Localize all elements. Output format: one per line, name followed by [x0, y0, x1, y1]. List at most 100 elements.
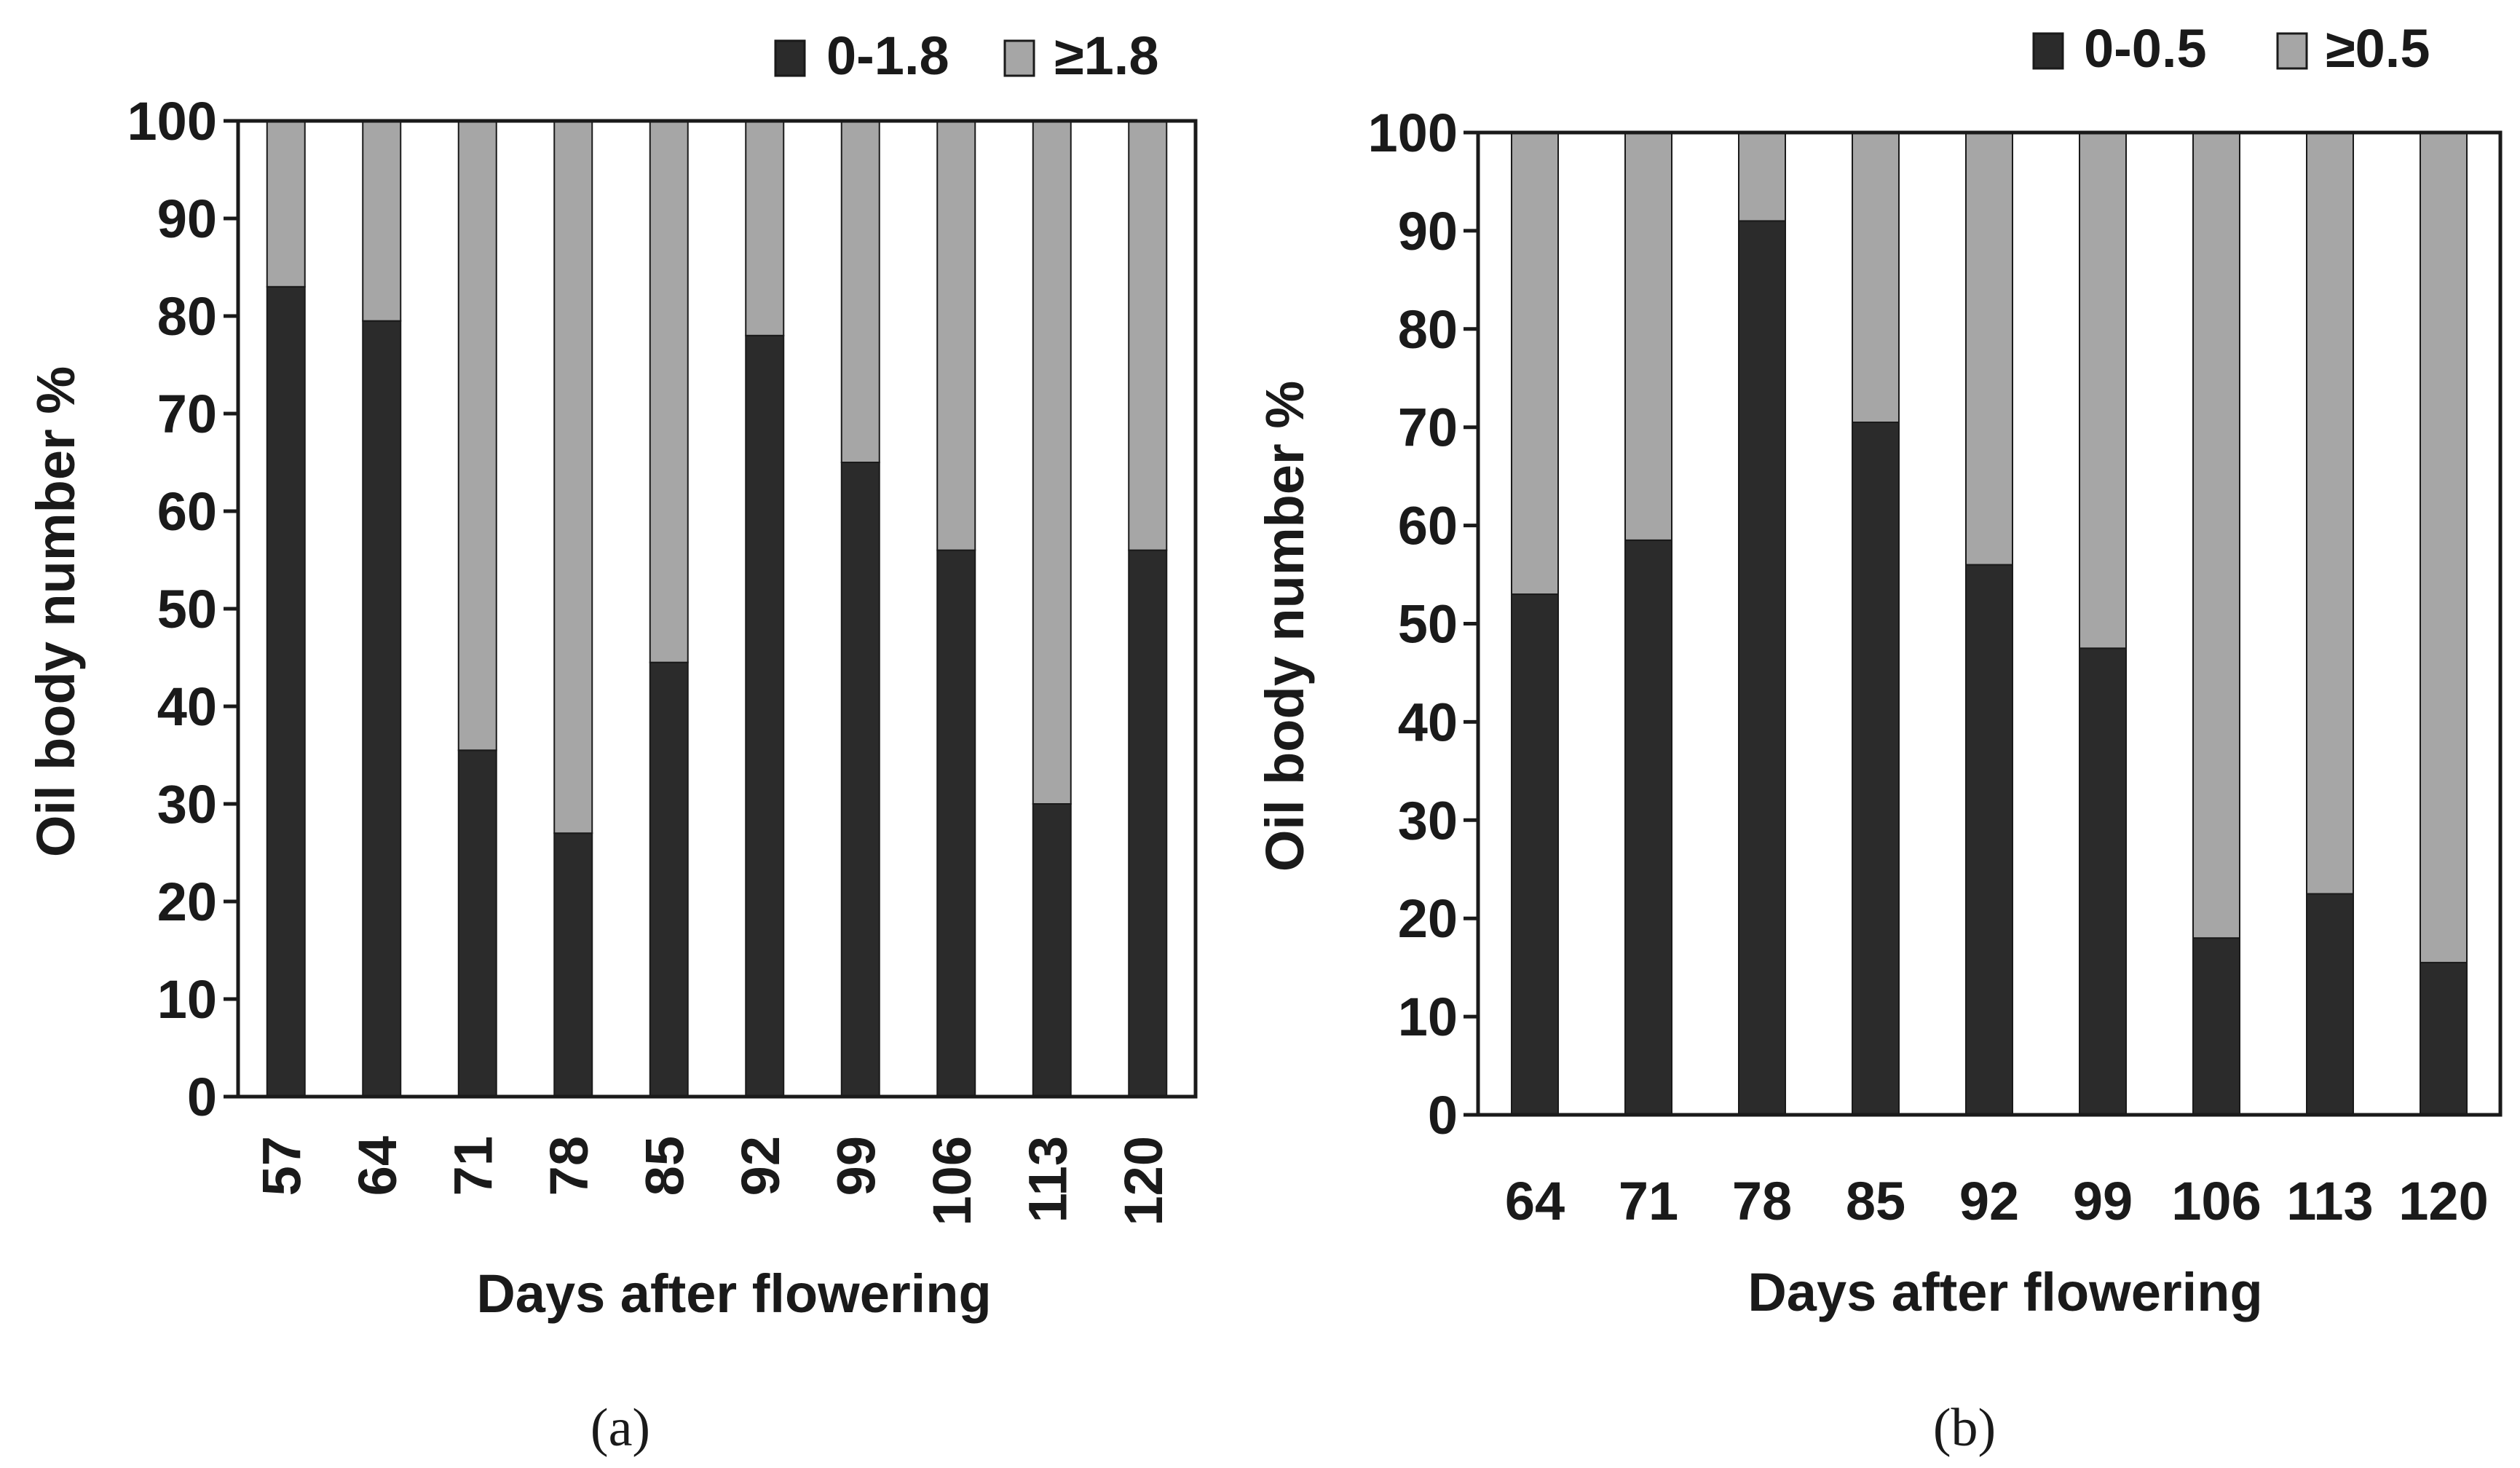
- chart-a-y-tick-label: 60: [157, 481, 217, 542]
- chart-a-x-tick-label: 113: [1017, 1136, 1078, 1223]
- chart-a-bar-106-series-0: [936, 549, 976, 1097]
- chart-b-x-tick-label: 120: [2398, 1171, 2488, 1231]
- chart-a-legend: 0-1.8 ≥1.8: [774, 25, 1158, 86]
- chart-b-bar-71-series-0: [1624, 539, 1672, 1116]
- chart-b-y-tick-label: 100: [1368, 103, 1458, 163]
- chart-a-bar-106-series-1: [936, 120, 976, 551]
- chart-b-bar-85-series-1: [1852, 132, 1900, 423]
- chart-b-x-axis-title: Days after flowering: [1747, 1262, 2262, 1322]
- chart-b-y-tick-label: 10: [1398, 987, 1458, 1047]
- chart-a-legend-swatch-0: [774, 39, 806, 77]
- chart-b-y-tick-label: 20: [1398, 888, 1458, 949]
- chart-a-legend-swatch-1: [1003, 39, 1035, 77]
- chart-b-x-tick-label: 99: [2073, 1171, 2133, 1231]
- chart-b-bar-113-series-1: [2306, 132, 2354, 895]
- chart-a-y-tick-label: 40: [157, 676, 217, 737]
- chart-a-y-tick-label: 80: [157, 286, 217, 347]
- chart-b-y-tick-label: 70: [1398, 398, 1458, 458]
- chart-b-legend-swatch-1: [2276, 32, 2308, 70]
- chart-a-bar-71-series-0: [457, 749, 497, 1098]
- chart-a-bar-120-series-1: [1128, 120, 1168, 551]
- chart-b-legend-swatch-0: [2032, 32, 2064, 70]
- chart-b-bar-99-series-0: [2079, 647, 2127, 1116]
- chart-b: 0-0.5 ≥0.5 64 71 78 85 92 99 106 113 120 0 10 20 30 4…: [1255, 18, 2503, 1458]
- chart-b-bar-106-series-1: [2192, 132, 2240, 939]
- chart-b-bar-92-series-1: [1965, 132, 2013, 566]
- chart-a-y-tick-label: 90: [157, 189, 217, 249]
- chart-a-bar-113-series-0: [1032, 803, 1072, 1097]
- chart-a-x-axis-title: Days after flowering: [476, 1263, 991, 1324]
- chart-a-y-tick-label: 0: [187, 1067, 217, 1127]
- chart-b-x-tick-label: 71: [1619, 1171, 1678, 1231]
- chart-b-bar-78-series-1: [1738, 132, 1786, 222]
- chart-a-x-tick-label: 85: [634, 1136, 695, 1196]
- chart-b-bar-71-series-1: [1624, 132, 1672, 541]
- chart-a-bar-85-series-1: [649, 120, 689, 663]
- chart-a-x-tick-label: 92: [730, 1136, 791, 1196]
- chart-a-bar-120-series-0: [1128, 549, 1168, 1097]
- chart-a-bar-57-series-1: [266, 120, 306, 288]
- chart-a-bar-85-series-0: [649, 661, 689, 1097]
- chart-a-legend-label-0: 0-1.8: [826, 25, 949, 86]
- chart-a-panel-label: (a): [590, 1398, 650, 1458]
- chart-a-y-tick-label: 50: [157, 579, 217, 639]
- chart-b-y-axis-title: Oil body number %: [1255, 381, 1315, 872]
- chart-b-x-tick-label: 64: [1505, 1171, 1565, 1231]
- chart-b-bar-120-series-1: [2420, 132, 2468, 963]
- chart-b-bar-99-series-1: [2079, 132, 2127, 650]
- chart-a-x-tick-label: 71: [443, 1136, 503, 1196]
- chart-b-x-tick-label: 106: [2171, 1171, 2261, 1231]
- chart-b-legend-label-0: 0-0.5: [2084, 18, 2207, 79]
- chart-a-x-tick-label: 64: [347, 1136, 408, 1196]
- chart-a-bar-113-series-1: [1032, 120, 1072, 805]
- chart-a-y-tick-label: 10: [157, 969, 217, 1030]
- chart-b-bar-85-series-0: [1852, 421, 1900, 1116]
- chart-b-bar-64-series-1: [1511, 132, 1559, 596]
- chart-a-bar-78-series-1: [553, 120, 593, 834]
- chart-a-y-tick-label: 70: [157, 384, 217, 444]
- chart-a-x-tick-label: 99: [826, 1136, 886, 1196]
- chart-a-bar-99-series-0: [840, 462, 880, 1097]
- chart-b-plot-area: 64 71 78 85 92 99 106 113 120 0 10 20 30 40 50 60 70 80 90…: [1368, 103, 2503, 1231]
- chart-b-bar-106-series-0: [2192, 937, 2240, 1116]
- chart-b-x-tick-label: 78: [1732, 1171, 1792, 1231]
- chart-b-bar-92-series-0: [1965, 564, 2013, 1116]
- chart-a-bar-64-series-1: [362, 120, 402, 322]
- chart-b-bar-120-series-0: [2420, 961, 2468, 1116]
- chart-a-legend-label-1: ≥1.8: [1054, 25, 1158, 86]
- chart-a: 0-1.8 ≥1.8 57 64 71 78 85 92 99 106 113 120 0 10 20 3…: [25, 25, 1198, 1458]
- chart-a-bar-57-series-0: [266, 285, 306, 1097]
- chart-a-y-tick-label: 30: [157, 774, 217, 834]
- chart-a-y-tick-label: 100: [127, 91, 217, 151]
- chart-b-legend-label-1: ≥0.5: [2326, 18, 2430, 79]
- chart-a-bar-92-series-0: [745, 334, 785, 1097]
- chart-b-x-tick-label: 113: [2286, 1171, 2373, 1231]
- chart-a-y-tick-label: 20: [157, 872, 217, 932]
- chart-b-y-tick-label: 60: [1398, 496, 1458, 556]
- chart-b-y-tick-label: 40: [1398, 692, 1458, 752]
- chart-b-x-tick-label: 85: [1846, 1171, 1905, 1231]
- chart-b-y-tick-label: 0: [1428, 1085, 1458, 1145]
- chart-a-x-tick-label: 106: [922, 1136, 982, 1226]
- chart-a-bar-78-series-0: [553, 832, 593, 1097]
- chart-a-bar-92-series-1: [745, 120, 785, 336]
- chart-b-bar-113-series-0: [2306, 893, 2354, 1116]
- chart-b-legend: 0-0.5 ≥0.5: [2032, 18, 2430, 79]
- chart-b-bar-78-series-0: [1738, 220, 1786, 1116]
- chart-a-x-tick-label: 120: [1113, 1136, 1174, 1226]
- chart-b-y-tick-label: 50: [1398, 594, 1458, 655]
- chart-b-panel-label: (b): [1933, 1398, 1996, 1458]
- chart-a-plot-area: 57 64 71 78 85 92 99 106 113 120 0 10 20 30 40 50 60 70 80…: [127, 91, 1198, 1226]
- chart-b-x-tick-label: 92: [1959, 1171, 2019, 1231]
- chart-a-bar-64-series-0: [362, 320, 402, 1098]
- chart-a-bar-71-series-1: [457, 120, 497, 751]
- chart-a-bar-99-series-1: [840, 120, 880, 463]
- chart-b-y-tick-label: 80: [1398, 299, 1458, 360]
- chart-b-y-tick-label: 30: [1398, 790, 1458, 851]
- chart-a-x-tick-label: 78: [539, 1136, 599, 1196]
- chart-a-x-tick-label: 57: [251, 1136, 312, 1196]
- chart-b-bar-64-series-0: [1511, 593, 1559, 1116]
- chart-a-y-axis-title: Oil body number %: [25, 366, 86, 857]
- chart-b-y-tick-label: 90: [1398, 201, 1458, 261]
